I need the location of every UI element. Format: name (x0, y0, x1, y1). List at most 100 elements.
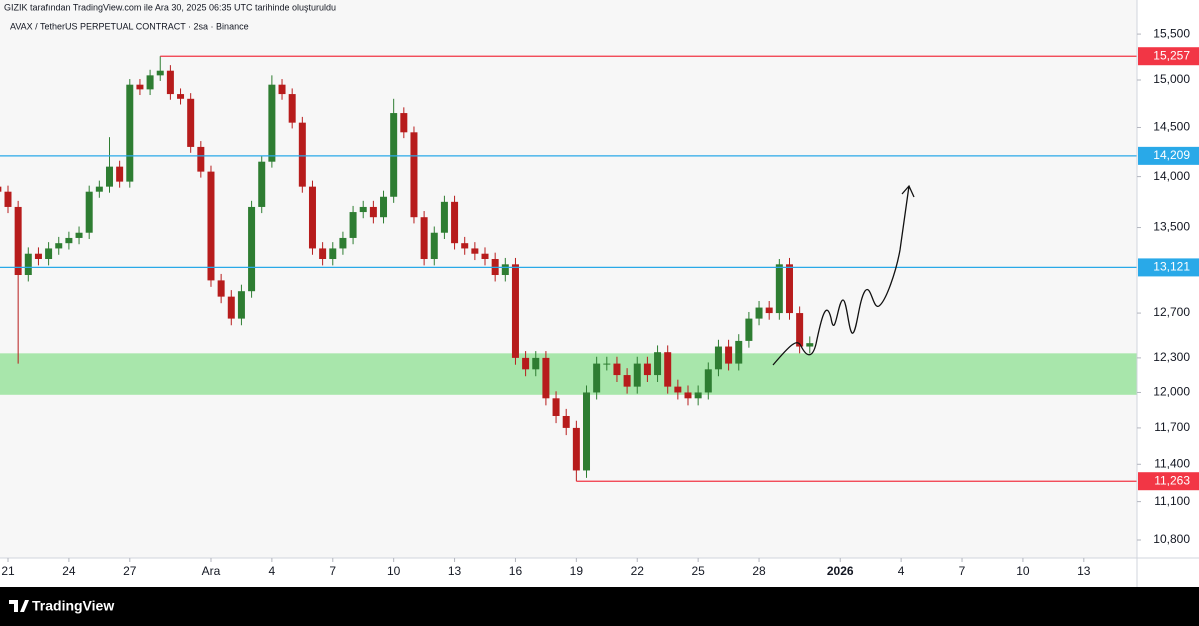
candle-body (116, 166, 124, 182)
candle-body (258, 161, 266, 207)
candle-body (105, 166, 113, 187)
candle-body (400, 113, 408, 133)
candle-body (511, 264, 519, 358)
candle-body (166, 70, 174, 95)
x-tick-label: 21 (1, 564, 15, 578)
candle-body (55, 243, 63, 249)
candle-body (643, 363, 651, 376)
level-label: 15,257 (1153, 48, 1190, 62)
candle-body (34, 253, 42, 260)
candle-body (664, 352, 672, 387)
x-tick-label: 16 (509, 564, 523, 578)
level-label-box (1138, 146, 1199, 165)
candle-body (177, 94, 185, 99)
x-tick-label: 22 (631, 564, 645, 578)
candle-body (806, 343, 814, 347)
candle-body (603, 363, 611, 365)
y-tick-label: 11,400 (1154, 456, 1190, 470)
header-note: GIZIK tarafından TradingView.com ile Ara… (4, 2, 336, 12)
candle-body (410, 132, 418, 218)
candle-body (572, 427, 580, 471)
level-label-box (1138, 258, 1199, 277)
x-tick-label: 27 (123, 564, 137, 578)
candle-body (623, 375, 631, 387)
level-label: 14,209 (1153, 148, 1190, 162)
candle-body (755, 307, 763, 319)
candle-body (369, 206, 377, 218)
candle-body (197, 146, 205, 172)
candle-body (339, 237, 347, 249)
x-tick-label: 28 (752, 564, 766, 578)
plot-background (0, 0, 1137, 558)
x-tick-label: Ara (202, 564, 221, 578)
candle-body (237, 291, 245, 319)
x-tick-label: 13 (448, 564, 462, 578)
candle-body (156, 70, 164, 76)
candle-body (725, 346, 733, 364)
x-tick-label: 7 (959, 564, 966, 578)
candle-body (85, 191, 93, 233)
candle-body (522, 357, 530, 370)
y-tick-label: 15,000 (1153, 72, 1190, 86)
candle-body (461, 243, 469, 249)
candle-body (390, 113, 398, 197)
x-tick-label: 10 (387, 564, 401, 578)
candle-body (278, 84, 286, 95)
x-tick-label: 7 (329, 564, 336, 578)
candle-body (633, 363, 641, 387)
candle-body (481, 253, 489, 260)
y-tick-label: 14,000 (1153, 169, 1190, 183)
candle-body (268, 84, 276, 162)
candle-body (684, 392, 692, 399)
candle-body (542, 357, 550, 399)
candle-body (4, 191, 12, 207)
x-tick-label: 24 (62, 564, 76, 578)
candle-body (359, 206, 367, 213)
candle-body (146, 75, 154, 90)
brand-logo (9, 600, 29, 612)
candle-body (136, 84, 144, 90)
y-tick-label: 12,000 (1153, 385, 1190, 399)
candle-body (349, 212, 357, 238)
candle-body (24, 253, 32, 276)
candle-body (207, 171, 215, 281)
level-label-box (1138, 47, 1199, 66)
candle-body (227, 296, 235, 319)
plot-area (0, 55, 1137, 482)
candle-body (674, 386, 682, 393)
candle-body (735, 340, 743, 364)
candle-body (329, 248, 337, 260)
x-tick-label: 4 (269, 564, 276, 578)
candle-body (248, 206, 256, 292)
candle-body (45, 248, 53, 260)
candle-body (694, 392, 702, 399)
candle-body (75, 232, 83, 238)
candle-body (583, 392, 591, 471)
y-tick-label: 15,500 (1153, 26, 1190, 40)
candle-body (714, 346, 722, 370)
candle-body (319, 248, 327, 260)
candle-body (796, 313, 804, 347)
x-tick-label: 2026 (827, 564, 854, 578)
candle-body (501, 264, 509, 276)
x-tick-label: 25 (691, 564, 705, 578)
level-label-box (1138, 472, 1199, 491)
x-tick-label: 10 (1016, 564, 1030, 578)
projection-drawing (772, 184, 915, 366)
candle-body (562, 415, 570, 428)
candle-body (0, 186, 2, 192)
candle-body (420, 217, 428, 260)
support-zone (0, 353, 1137, 395)
candle-body (430, 232, 438, 260)
candle-body (765, 307, 773, 314)
x-tick-label: 13 (1077, 564, 1091, 578)
y-tick-label: 13,500 (1153, 220, 1190, 234)
level-label: 13,121 (1153, 260, 1190, 274)
candle-body (704, 369, 712, 393)
candle-body (187, 98, 195, 147)
candle-body (654, 352, 662, 376)
candle-body (593, 363, 601, 393)
y-tick-label: 11,100 (1154, 494, 1190, 508)
